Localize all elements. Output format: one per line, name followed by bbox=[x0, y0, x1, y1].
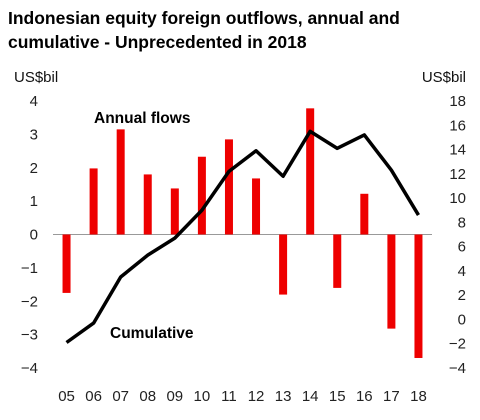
left-tick-label: 2 bbox=[30, 160, 38, 177]
left-tick-label: 3 bbox=[30, 126, 38, 143]
chart-title: Indonesian equity foreign outflows, annu… bbox=[8, 8, 400, 52]
left-tick-label: −4 bbox=[21, 360, 38, 377]
cumulative-label: Cumulative bbox=[110, 325, 194, 342]
right-tick-label: 8 bbox=[458, 214, 466, 231]
x-tick-label: 13 bbox=[275, 388, 292, 405]
right-tick-label: −2 bbox=[449, 336, 466, 353]
annual-flow-bar bbox=[224, 139, 233, 235]
right-tick-label: 12 bbox=[449, 166, 466, 183]
annual-flow-bar bbox=[306, 108, 315, 235]
annual-flow-bar bbox=[197, 156, 206, 235]
annual-flow-bars bbox=[62, 108, 423, 358]
left-tick-label: −3 bbox=[21, 327, 38, 344]
x-tick-label: 08 bbox=[139, 388, 156, 405]
annual-flow-bar bbox=[116, 129, 125, 235]
cumulative-line bbox=[65, 129, 420, 344]
right-axis-unit: US$bil bbox=[422, 69, 466, 86]
annual-flow-bar bbox=[279, 234, 288, 295]
annual-flow-bar bbox=[62, 234, 71, 293]
x-tick-label: 05 bbox=[58, 388, 75, 405]
right-tick-label: −4 bbox=[449, 360, 466, 377]
x-axis-ticks: 05 06 07 08 09 10 11 12 13 14 15 16 17 18 bbox=[58, 388, 427, 405]
annual-flow-bar bbox=[89, 168, 98, 235]
right-tick-label: 10 bbox=[449, 190, 466, 207]
annual-flow-bar bbox=[252, 178, 261, 235]
x-tick-label: 07 bbox=[112, 388, 129, 405]
annual-flow-bar bbox=[143, 174, 152, 235]
x-tick-label: 10 bbox=[194, 388, 211, 405]
x-tick-label: 11 bbox=[221, 388, 237, 405]
annual-flow-bar bbox=[333, 234, 342, 288]
annual-flows-label: Annual flows bbox=[94, 110, 190, 127]
left-tick-label: −1 bbox=[21, 260, 38, 277]
right-axis-ticks: −4 −2 0 2 4 6 8 10 12 14 16 18 bbox=[449, 93, 466, 377]
right-tick-label: 2 bbox=[458, 287, 466, 304]
x-tick-label: 17 bbox=[383, 388, 400, 405]
right-tick-label: 6 bbox=[458, 239, 466, 256]
right-tick-label: 16 bbox=[449, 117, 466, 134]
left-tick-label: 0 bbox=[30, 227, 38, 244]
right-tick-label: 14 bbox=[449, 142, 466, 159]
x-tick-label: 15 bbox=[329, 388, 346, 405]
left-tick-label: 4 bbox=[30, 93, 38, 110]
x-tick-label: 06 bbox=[85, 388, 102, 405]
x-tick-label: 18 bbox=[410, 388, 427, 405]
x-tick-label: 14 bbox=[302, 388, 319, 405]
right-tick-label: 4 bbox=[458, 263, 466, 280]
left-tick-label: 1 bbox=[30, 193, 38, 210]
right-tick-label: 18 bbox=[449, 93, 466, 110]
x-tick-label: 09 bbox=[166, 388, 183, 405]
left-axis-ticks: −4 −3 −2 −1 0 1 2 3 4 bbox=[21, 93, 38, 377]
x-tick-label: 12 bbox=[248, 388, 265, 405]
right-tick-label: 0 bbox=[458, 311, 466, 328]
annual-flow-bar bbox=[360, 193, 369, 235]
annual-flow-bar bbox=[387, 234, 396, 329]
annual-flow-bar bbox=[170, 188, 179, 235]
annual-flow-bar bbox=[414, 234, 423, 358]
left-tick-label: −2 bbox=[21, 293, 38, 310]
left-axis-unit: US$bil bbox=[14, 69, 58, 86]
x-tick-label: 16 bbox=[356, 388, 373, 405]
